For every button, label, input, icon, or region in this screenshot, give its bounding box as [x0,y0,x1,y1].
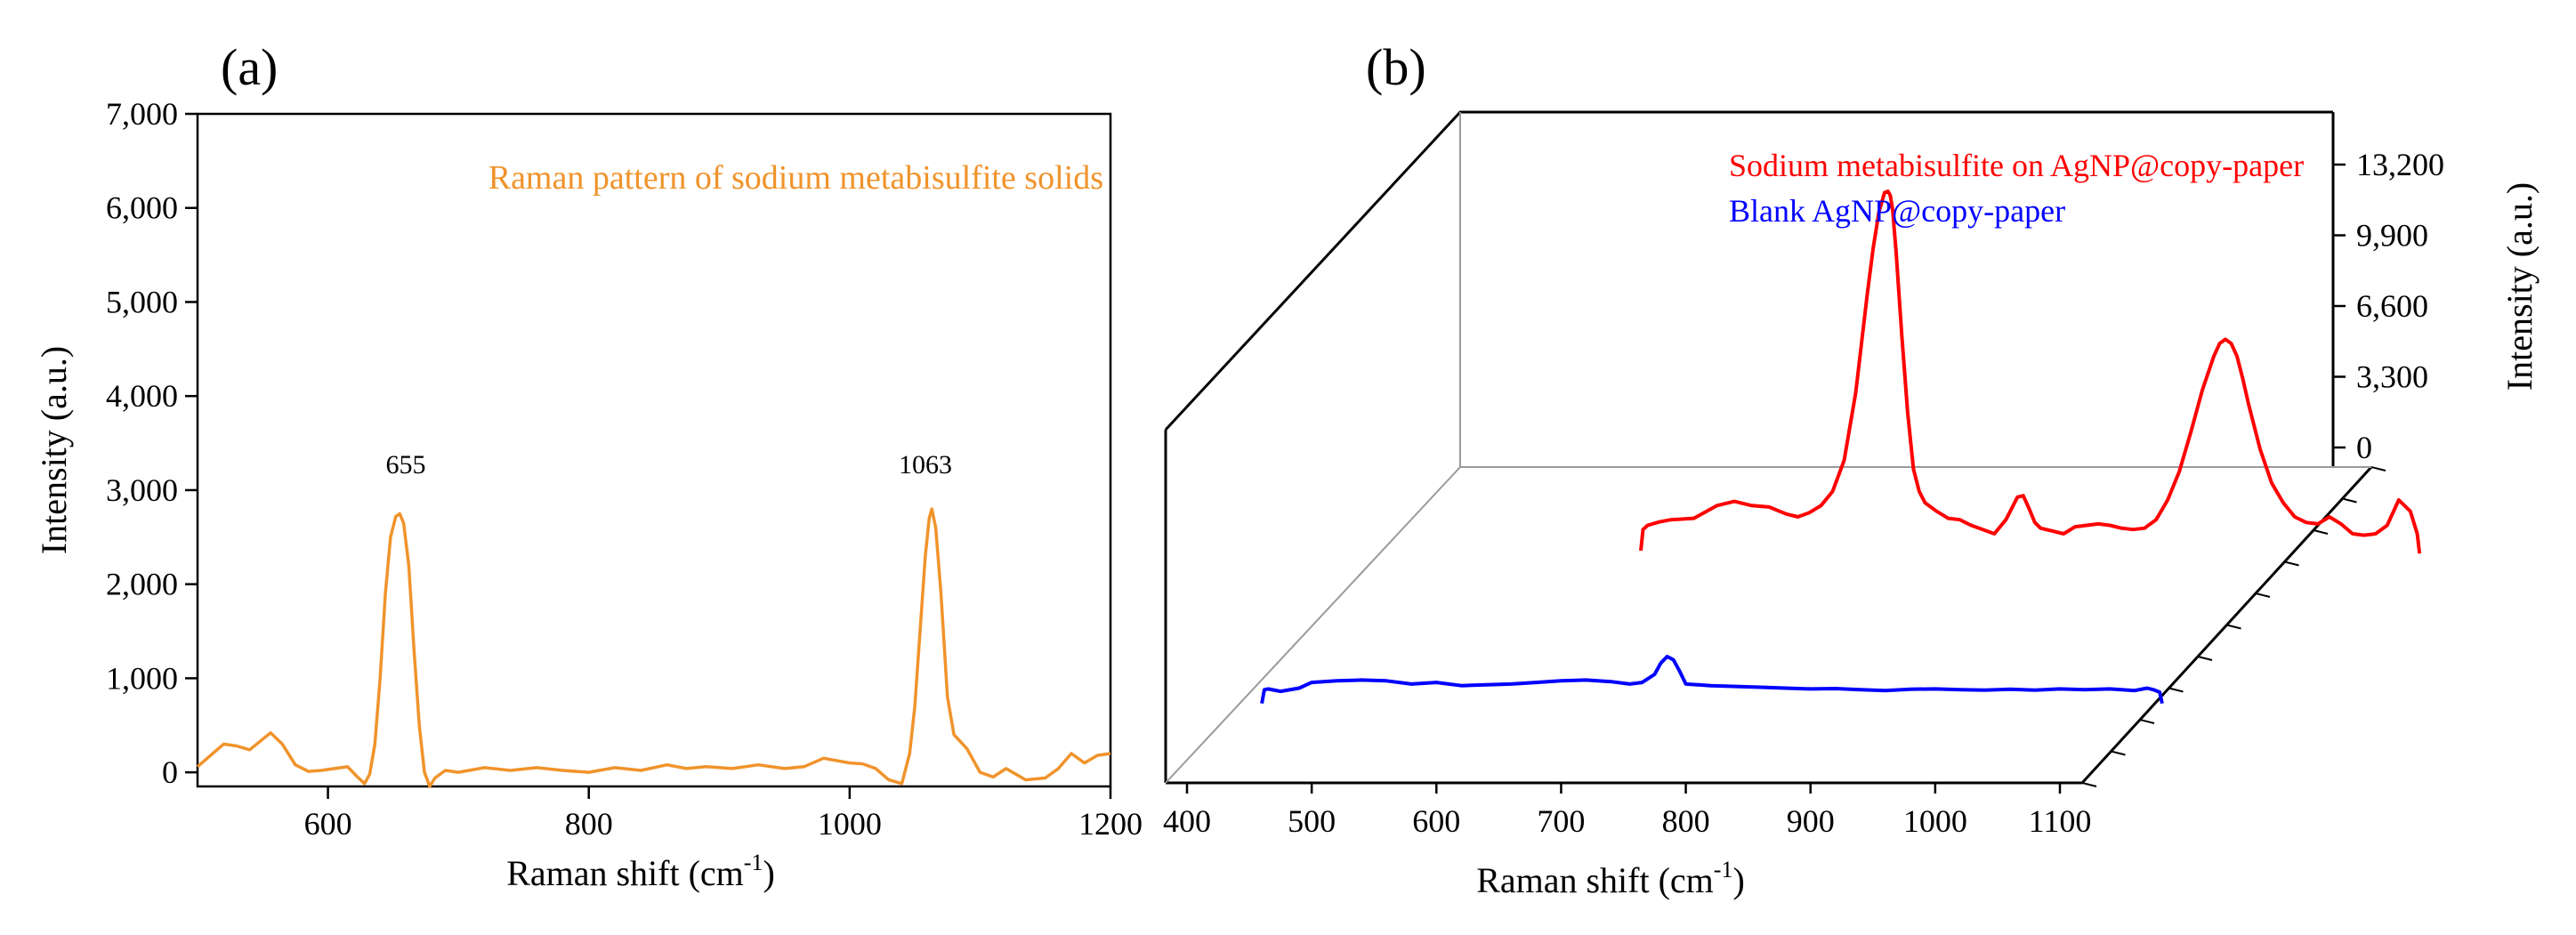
panel-b: (b) 0 3,300 6,600 9,900 13,200 400 500 600 700 8… [1163,38,2540,900]
legend-text-solids: Raman pattern of sodium metabisulfite so… [489,159,1103,197]
depth-tick-b [2168,687,2184,693]
series-line-sample [1639,189,2422,554]
y-tick-label-a: 4,000 [106,378,178,414]
depth-tick-b [2081,782,2097,787]
x-tick-label-a: 1000 [818,806,882,842]
depth-tick-b [2139,719,2155,724]
x-tick-label-b: 1000 [1903,803,1967,839]
x-tick-label-b: 800 [1662,803,1710,839]
x-tick-label-b: 1100 [2029,803,2092,839]
plot-frame-a [196,112,1112,788]
series-line-solids [196,507,1111,788]
x-tick-label-a: 1200 [1078,806,1143,842]
depth-tick-b [2197,656,2213,661]
y-tick-label-a: 5,000 [106,284,178,319]
z-tick-label-b: 9,900 [2356,218,2428,254]
x-tick-label-b: 900 [1787,803,1835,839]
x-axis-label-a: Raman shift (cm-1) [506,850,775,893]
x-axis-label-a-sup: -1 [744,850,763,875]
y-tick-label-a: 2,000 [106,567,178,602]
x-axis-label-b: Raman shift (cm-1) [1476,857,1745,900]
y-axis-label-b: Intensity (a.u.) [2499,182,2540,391]
x-tick-label-b: 400 [1163,803,1211,839]
y-axis-ticks-a: 0 1,000 2,000 3,000 4,000 5,000 6,000 7,000 [106,96,198,790]
series-line-blank [1260,655,2164,705]
x-axis-ticks-b: 400 500 600 700 800 900 1000 1100 [1163,783,2091,839]
depth-tick-b [2255,592,2271,598]
y-tick-label-a: 3,000 [106,472,178,508]
x-tick-label-b: 700 [1537,803,1585,839]
depth-tick-b [2284,560,2299,567]
legend-text-blank: Blank AgNP@copy-paper [1729,193,2065,229]
y-tick-label-a: 1,000 [106,660,178,696]
depth-tick-b [2111,750,2126,756]
depth-tick-b [2313,529,2329,535]
panel-a: (a) 0 1,000 2,000 3,000 4,000 5,000 6,000 7,000… [34,38,1143,893]
depth-axis-ticks-b [2081,466,2386,787]
intensity-axis-ticks-b: 0 3,300 6,600 9,900 13,200 [2333,147,2444,465]
x-axis-label-b-close: ) [1732,860,1744,900]
x-axis-ticks-a: 600 800 1000 1200 [304,786,1143,842]
peak-label-1063: 1063 [899,450,952,480]
legend-text-sample: Sodium metabisulfite on AgNP@copy-paper [1729,148,2304,183]
z-tick-label-b: 13,200 [2356,147,2444,182]
depth-tick-b [2226,624,2241,630]
y-axis-label-a: Intensity (a.u.) [34,346,74,554]
frame-floor-left-grey [1165,466,1461,784]
depth-tick-b [2370,466,2386,472]
z-tick-label-b: 6,600 [2356,288,2428,324]
depth-tick-b [2342,497,2357,504]
z-tick-label-b: 3,300 [2356,359,2428,395]
x-axis-label-b-main: Raman shift (cm [1476,860,1714,900]
y-tick-label-a: 0 [162,754,178,790]
x-axis-label-a-close: ) [763,853,774,893]
y-tick-label-a: 6,000 [106,190,178,226]
x-tick-label-a: 600 [304,806,352,842]
x-tick-label-b: 600 [1412,803,1460,839]
x-tick-label-a: 800 [565,806,613,842]
peak-label-655: 655 [386,450,426,480]
panel-b-label: (b) [1366,38,1426,96]
x-axis-label-b-sup: -1 [1714,857,1733,883]
x-axis-label-a-main: Raman shift (cm [506,853,744,893]
y-tick-label-a: 7,000 [106,96,178,132]
x-tick-label-b: 500 [1288,803,1336,839]
z-tick-label-b: 0 [2356,430,2372,465]
panel-a-label: (a) [221,38,278,96]
